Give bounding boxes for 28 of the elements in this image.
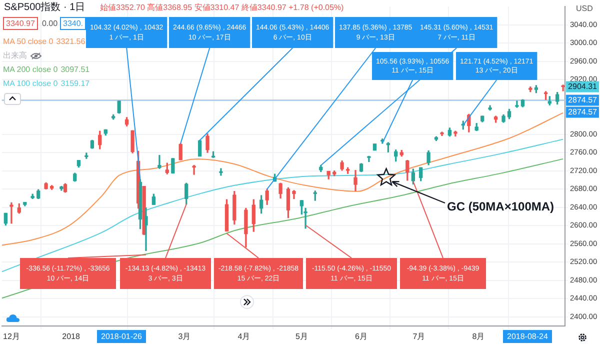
x-tick-label: 6月 [355, 332, 368, 342]
x-tick-label: 3月 [178, 332, 191, 342]
annotation: 3340.97 [6, 19, 35, 28]
x-tick-label: 5月 [295, 332, 308, 342]
annotation: 0.00 [42, 19, 58, 28]
x-tick-label: 12月 [2, 332, 20, 342]
x-tick-label: 2018 [62, 332, 80, 342]
annotation: 2904.31 [568, 82, 598, 91]
annotation: 3340. [63, 19, 84, 28]
x-tick-label: 7月 [412, 332, 426, 342]
annotation: 3159.17 [60, 79, 90, 88]
x-tick-label: 8月 [472, 332, 485, 342]
annotation: 3097.51 [60, 65, 90, 74]
annotation: 出来高 [3, 51, 27, 60]
candlestick [171, 158, 175, 174]
annotation: 3321.56 [56, 37, 86, 46]
annotation: GC (50MA×100MA) [447, 199, 554, 214]
text: 2018-01-26 [101, 332, 142, 341]
x-tick-label: 4月 [238, 332, 250, 342]
annotation: 始値3352.70 高値3368.95 安値3310.47 終値3340.97 +1.78 (+0.05%) [100, 3, 344, 12]
text: MA 50 close 0 [3, 37, 54, 46]
text: USD [576, 4, 593, 13]
text: MA 100 close 0 [3, 79, 58, 88]
chart-title: S&P500指数 · 1日 [4, 2, 86, 13]
text: 2018-08-24 [507, 332, 548, 341]
text: MA 200 close 0 [3, 65, 58, 74]
ref-line-label: 2874.57 [568, 95, 598, 104]
annotation: 2874.57 [568, 107, 598, 116]
